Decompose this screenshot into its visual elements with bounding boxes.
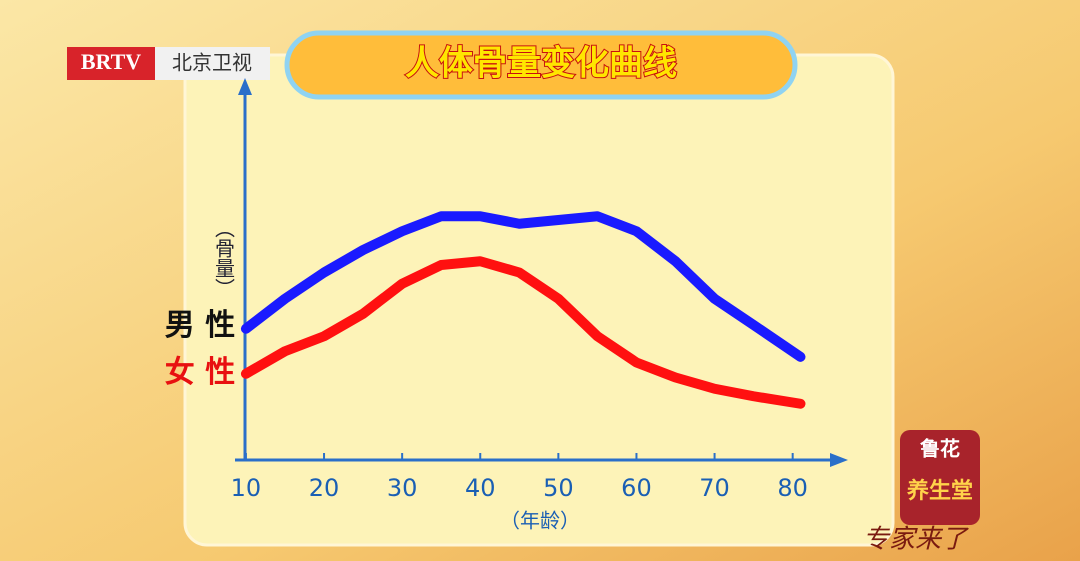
legend-label: 男 性 bbox=[165, 308, 235, 343]
logo-box bbox=[155, 47, 270, 80]
data-line bbox=[240, 211, 806, 362]
y-axis-label: （骨量） bbox=[212, 218, 236, 298]
chart-title: 人体骨量变化曲线 bbox=[405, 44, 677, 84]
title-pill bbox=[284, 30, 798, 100]
sponsor: 鲁花 bbox=[920, 437, 960, 461]
x-tick-label: 10 bbox=[231, 474, 262, 502]
x-tick-label: 60 bbox=[621, 474, 652, 502]
legend-label: 女 性 bbox=[165, 355, 235, 390]
logo-box bbox=[67, 47, 155, 80]
x-tick-label: 20 bbox=[309, 474, 340, 502]
show-badge bbox=[900, 430, 980, 525]
slogan: 专家来了 bbox=[863, 525, 969, 555]
channel-name: 北京卫视 bbox=[172, 51, 252, 75]
x-tick-label: 30 bbox=[387, 474, 418, 502]
x-tick-label: 40 bbox=[465, 474, 496, 502]
axis-arrow bbox=[238, 78, 252, 95]
x-axis-label: （年龄） bbox=[500, 509, 580, 533]
show-name: 养生堂 bbox=[906, 478, 973, 504]
x-tick-label: 70 bbox=[699, 474, 730, 502]
x-tick-label: 80 bbox=[777, 474, 808, 502]
plot: 10 20 30 40 50 60 70 80 bbox=[231, 211, 808, 502]
data-line bbox=[240, 256, 806, 409]
station-logo: BRTV bbox=[81, 49, 141, 74]
axis-arrow bbox=[830, 453, 848, 467]
x-tick-label: 50 bbox=[543, 474, 574, 502]
